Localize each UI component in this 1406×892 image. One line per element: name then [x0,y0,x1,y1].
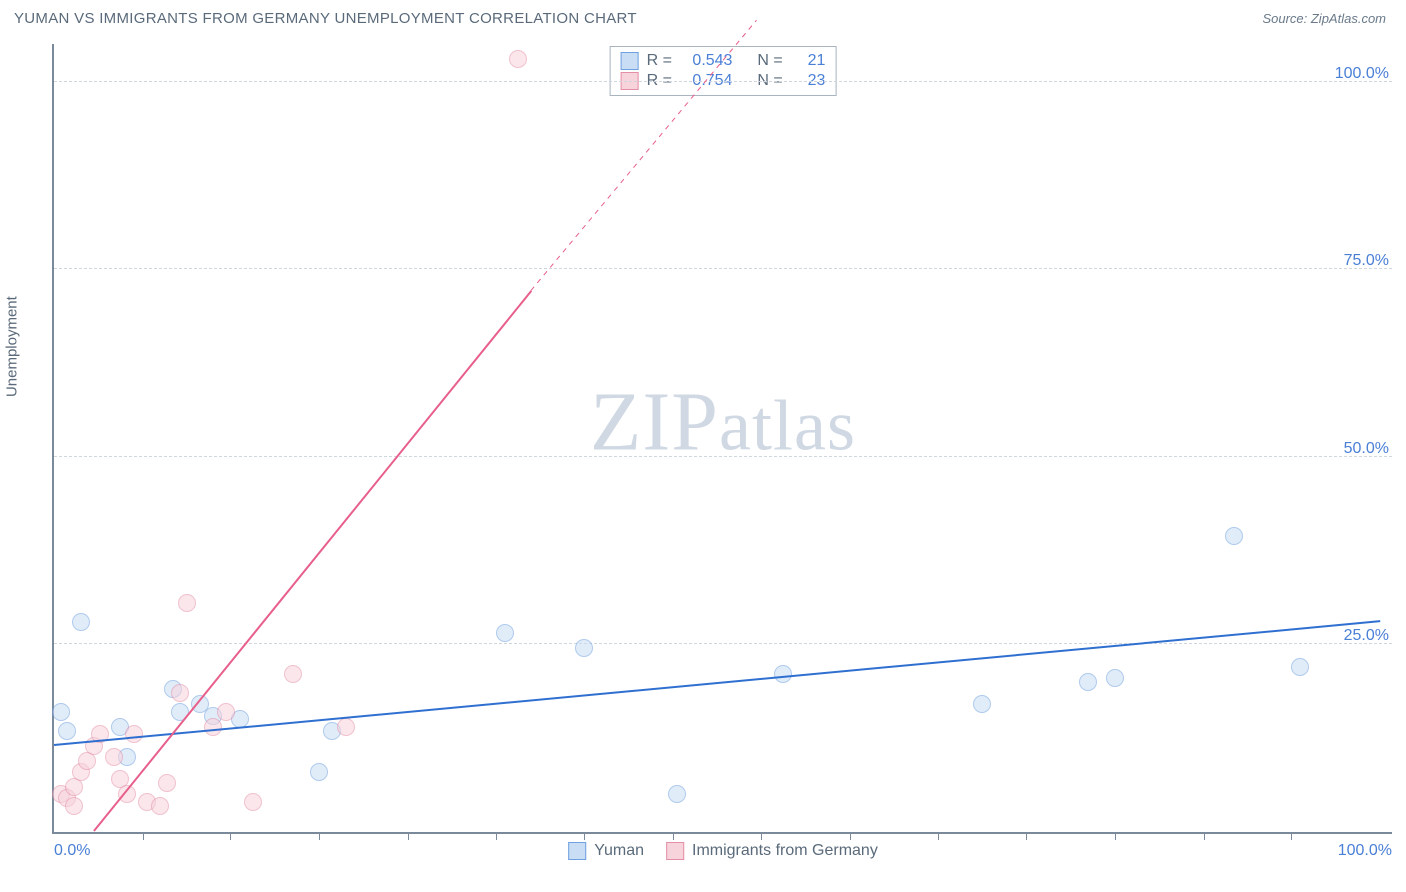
y-tick-label: 100.0% [1335,65,1397,83]
data-point [310,763,328,781]
x-tick-label-max: 100.0% [1338,842,1392,860]
source-attribution: Source: ZipAtlas.com [1262,11,1386,26]
data-point [1291,658,1309,676]
stats-legend-box: R = 0.543 N = 21 R = 0.754 N = 23 [610,46,837,96]
x-tick [408,832,409,840]
x-tick [1204,832,1205,840]
gridline [54,456,1392,457]
data-point [72,613,90,631]
x-tick [496,832,497,840]
legend-item-series1: Yuman [568,842,644,860]
data-point [151,797,169,815]
trendline [54,620,1380,746]
swatch-series2 [666,842,684,860]
bottom-legend: Yuman Immigrants from Germany [568,842,878,860]
y-axis-label: Unemployment [4,296,21,397]
data-point [1079,673,1097,691]
y-tick-label: 25.0% [1344,627,1397,645]
x-tick [673,832,674,840]
data-point [52,703,70,721]
data-point [217,703,235,721]
gridline [54,268,1392,269]
x-tick [1115,832,1116,840]
data-point [65,797,83,815]
x-tick [761,832,762,840]
x-tick [1026,832,1027,840]
gridline [54,81,1392,82]
data-point [668,785,686,803]
swatch-series1 [621,52,639,70]
data-point [1225,527,1243,545]
plot-area: ZIPatlas R = 0.543 N = 21 R = 0.754 N = … [52,44,1392,834]
x-tick [850,832,851,840]
data-point [178,594,196,612]
data-point [204,718,222,736]
legend-item-series2: Immigrants from Germany [666,842,878,860]
data-point [496,624,514,642]
gridline [54,643,1392,644]
data-point [158,774,176,792]
x-tick [938,832,939,840]
plot-container: Unemployment ZIPatlas R = 0.543 N = 21 R… [52,44,1392,834]
data-point [509,50,527,68]
trendline [93,290,532,832]
x-tick [143,832,144,840]
data-point [105,748,123,766]
data-point [125,725,143,743]
data-point [171,684,189,702]
data-point [1106,669,1124,687]
data-point [284,665,302,683]
data-point [244,793,262,811]
data-point [337,718,355,736]
y-tick-label: 75.0% [1344,252,1397,270]
data-point [973,695,991,713]
x-tick [230,832,231,840]
x-tick [319,832,320,840]
y-tick-label: 50.0% [1344,440,1397,458]
x-tick [584,832,585,840]
x-tick-label-min: 0.0% [54,842,90,860]
swatch-series1 [568,842,586,860]
data-point [58,722,76,740]
x-tick [1291,832,1292,840]
chart-title: YUMAN VS IMMIGRANTS FROM GERMANY UNEMPLO… [14,10,637,27]
data-point [575,639,593,657]
